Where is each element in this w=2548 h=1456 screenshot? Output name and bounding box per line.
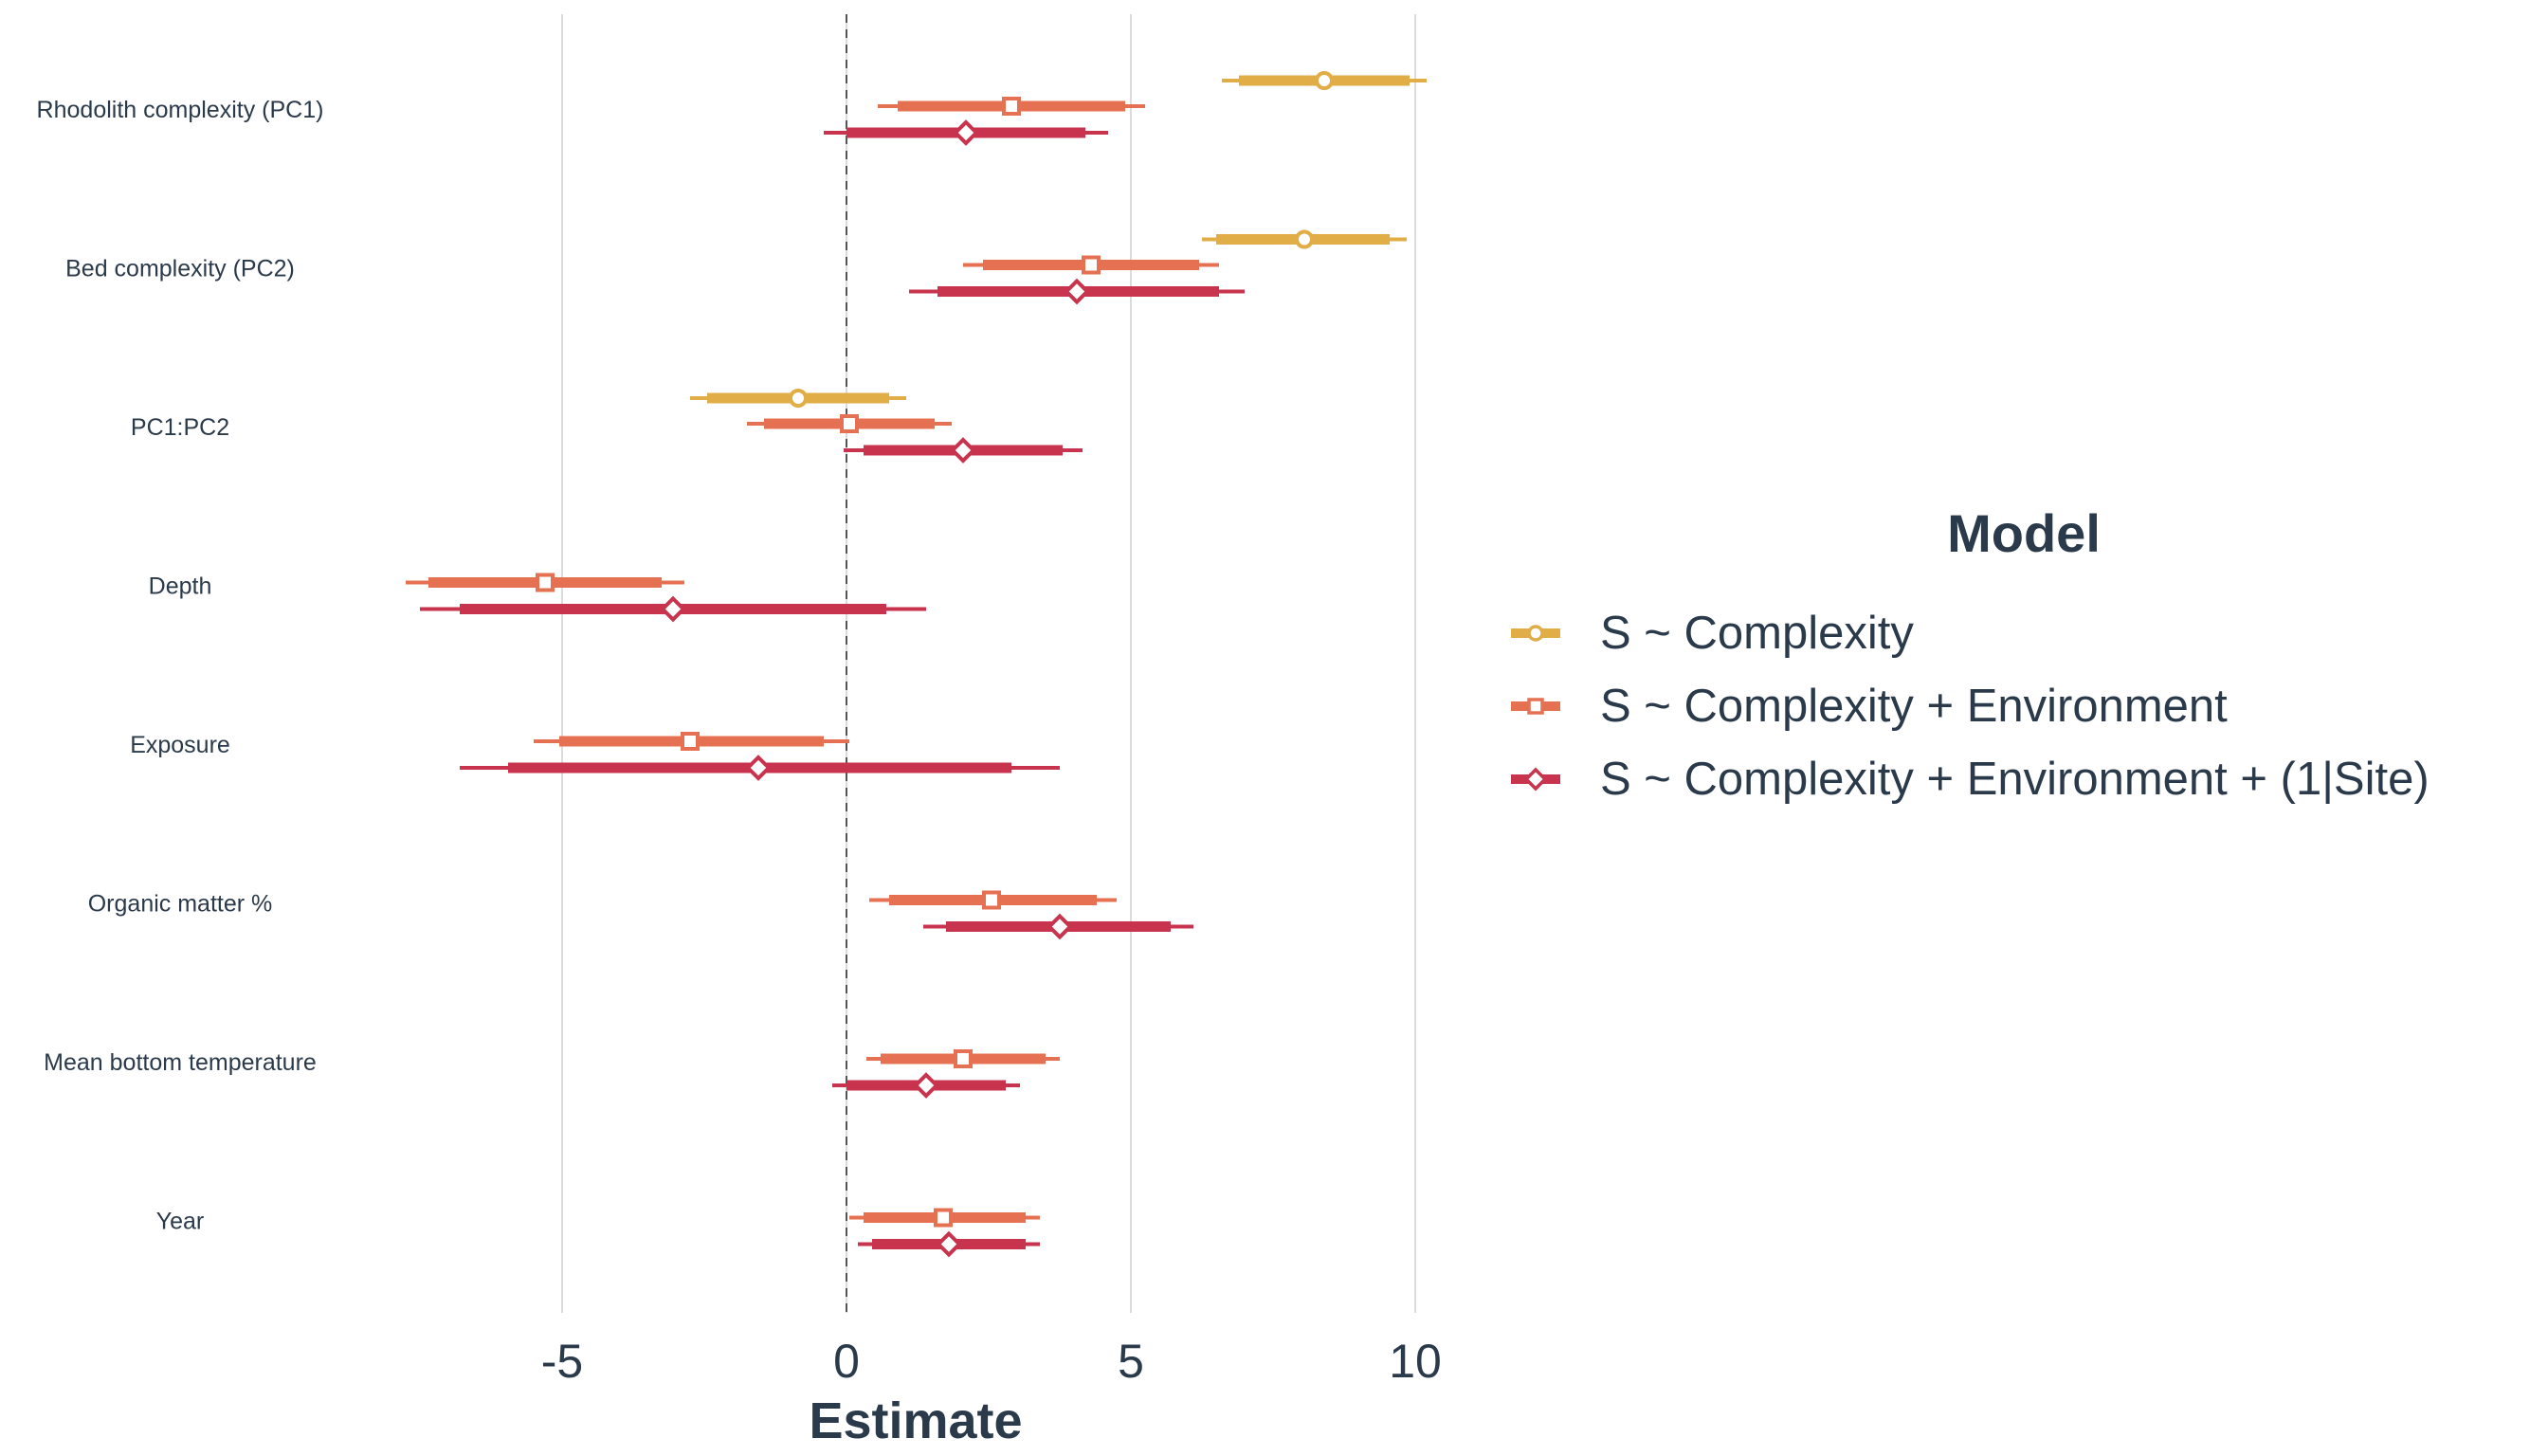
estimate-marks xyxy=(406,71,1427,1258)
legend: Model S ~ Complexity S ~ Complexity + Env… xyxy=(1507,502,2540,815)
estimate-point xyxy=(745,755,772,781)
y-tick-label: Organic matter % xyxy=(88,891,273,918)
estimate-point xyxy=(954,1049,973,1068)
legend-key xyxy=(1511,697,1560,715)
estimate-point xyxy=(1082,255,1101,275)
estimate-point xyxy=(934,1208,953,1228)
x-tick-label: -5 xyxy=(541,1335,583,1388)
y-tick-label: Bed complexity (PC2) xyxy=(65,256,295,282)
gridlines xyxy=(561,14,1416,1313)
x-tick-label: 0 xyxy=(833,1335,860,1388)
estimate-point xyxy=(1064,278,1090,305)
legend-item-s-complexity-environment-1-site: S ~ Complexity + Environment + (1|Site) xyxy=(1507,742,2540,815)
estimate-point xyxy=(953,119,979,146)
y-axis-labels: Rhodolith complexity (PC1) Bed complexity… xyxy=(37,97,324,1235)
y-tick-label: PC1:PC2 xyxy=(131,414,229,441)
x-tick-label: 10 xyxy=(1389,1335,1442,1388)
legend-item-s-complexity: S ~ Complexity xyxy=(1507,596,2540,669)
legend-label: S ~ Complexity + Environment xyxy=(1600,680,2228,732)
legend-title: Model xyxy=(1947,503,2101,563)
estimate-point xyxy=(950,437,976,464)
estimate-point xyxy=(660,595,686,623)
y-tick-label: Exposure xyxy=(130,732,230,758)
series-s-complexity-environment-1-site xyxy=(420,119,1245,1258)
estimate-point xyxy=(913,1072,939,1099)
series-s-complexity xyxy=(690,71,1427,408)
estimate-point xyxy=(789,389,808,408)
y-tick-label: Year xyxy=(156,1209,205,1235)
estimate-point xyxy=(536,573,555,592)
estimate-point xyxy=(1315,71,1334,90)
x-axis-ticks: -5 0 5 10 xyxy=(541,1335,1442,1388)
legend-label: S ~ Complexity + Environment + (1|Site) xyxy=(1600,753,2430,805)
legend-key xyxy=(1511,624,1560,642)
legend-item-s-complexity-environment: S ~ Complexity + Environment xyxy=(1507,669,2540,742)
x-axis-label: Estimate xyxy=(809,1392,1022,1449)
series-s-complexity-environment xyxy=(406,97,1219,1228)
estimate-point xyxy=(936,1230,962,1258)
estimate-point xyxy=(1046,913,1073,940)
legend-key xyxy=(1511,767,1560,791)
y-tick-label: Depth xyxy=(149,573,212,600)
y-tick-label: Mean bottom temperature xyxy=(44,1049,317,1076)
estimate-point xyxy=(982,890,1001,910)
estimate-point xyxy=(840,414,859,433)
x-tick-label: 5 xyxy=(1118,1335,1144,1388)
estimate-point xyxy=(1002,97,1021,116)
legend-items: S ~ Complexity S ~ Complexity + Environme… xyxy=(1507,596,2540,815)
y-tick-label: Rhodolith complexity (PC1) xyxy=(37,97,324,123)
estimate-point xyxy=(1295,229,1314,249)
legend-label: S ~ Complexity xyxy=(1600,607,1914,659)
estimate-point xyxy=(681,732,700,751)
